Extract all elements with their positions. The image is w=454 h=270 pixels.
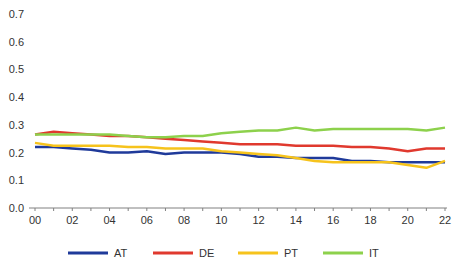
x-tick — [109, 208, 110, 211]
x-tick-label: 16 — [327, 214, 339, 226]
y-tick-label: 0.3 — [9, 119, 24, 131]
x-tick — [165, 208, 166, 211]
legend-swatch — [68, 252, 108, 255]
x-tick-label: 22 — [439, 214, 451, 226]
y-tick-label: 0.5 — [9, 63, 24, 75]
x-tick — [389, 208, 390, 211]
x-tick-label: 10 — [215, 214, 227, 226]
y-tick-label: 0.6 — [9, 36, 24, 48]
series-line — [35, 128, 445, 138]
x-tick-label: 20 — [402, 214, 414, 226]
legend-swatch — [153, 252, 193, 255]
chart-container: 0.0 0.1 0.2 0.3 0.4 0.5 0.6 0.7 00 02 04 06 08 10 12 14… — [0, 0, 454, 270]
x-tick-label: 18 — [364, 214, 376, 226]
legend-swatch — [323, 252, 363, 255]
y-tick-label: 0.1 — [9, 174, 24, 186]
x-tick — [202, 208, 203, 211]
x-tick-label: 04 — [103, 214, 115, 226]
legend-label: AT — [114, 247, 128, 259]
plot-area — [35, 128, 445, 168]
x-tick — [90, 208, 91, 211]
x-tick — [146, 208, 147, 211]
legend-swatch — [238, 252, 278, 255]
x-tick — [240, 208, 241, 211]
y-tick-label: 0.2 — [9, 147, 24, 159]
x-tick-label: 14 — [290, 214, 302, 226]
x-tick — [426, 208, 427, 211]
x-tick — [295, 208, 296, 211]
x-tick — [445, 208, 446, 211]
chart: 0.0 0.1 0.2 0.3 0.4 0.5 0.6 0.7 00 02 04 06 08 10 12 14… — [0, 0, 454, 270]
x-tick — [314, 208, 315, 211]
y-tick-label: 0.7 — [9, 8, 24, 20]
x-tick-label: 00 — [29, 214, 41, 226]
legend-label: IT — [369, 247, 379, 259]
x-tick-label: 02 — [66, 214, 78, 226]
legend: AT DE PT IT — [68, 247, 379, 259]
series-line — [35, 143, 445, 168]
x-tick — [277, 208, 278, 211]
x-tick-label: 08 — [178, 214, 190, 226]
legend-label: PT — [284, 247, 298, 259]
x-tick — [53, 208, 54, 211]
x-tick-label: 06 — [141, 214, 153, 226]
series-line — [35, 147, 445, 162]
x-tick — [370, 208, 371, 211]
x-axis — [29, 208, 447, 209]
x-tick — [35, 208, 36, 211]
legend-label: DE — [199, 247, 214, 259]
x-tick — [333, 208, 334, 211]
x-tick — [221, 208, 222, 211]
x-tick — [184, 208, 185, 211]
x-tick — [407, 208, 408, 211]
x-tick — [351, 208, 352, 211]
y-tick-label: 0.0 — [9, 202, 24, 214]
x-tick — [128, 208, 129, 211]
x-tick-label: 12 — [253, 214, 265, 226]
x-tick — [258, 208, 259, 211]
x-tick — [72, 208, 73, 211]
y-tick-label: 0.4 — [9, 91, 24, 103]
